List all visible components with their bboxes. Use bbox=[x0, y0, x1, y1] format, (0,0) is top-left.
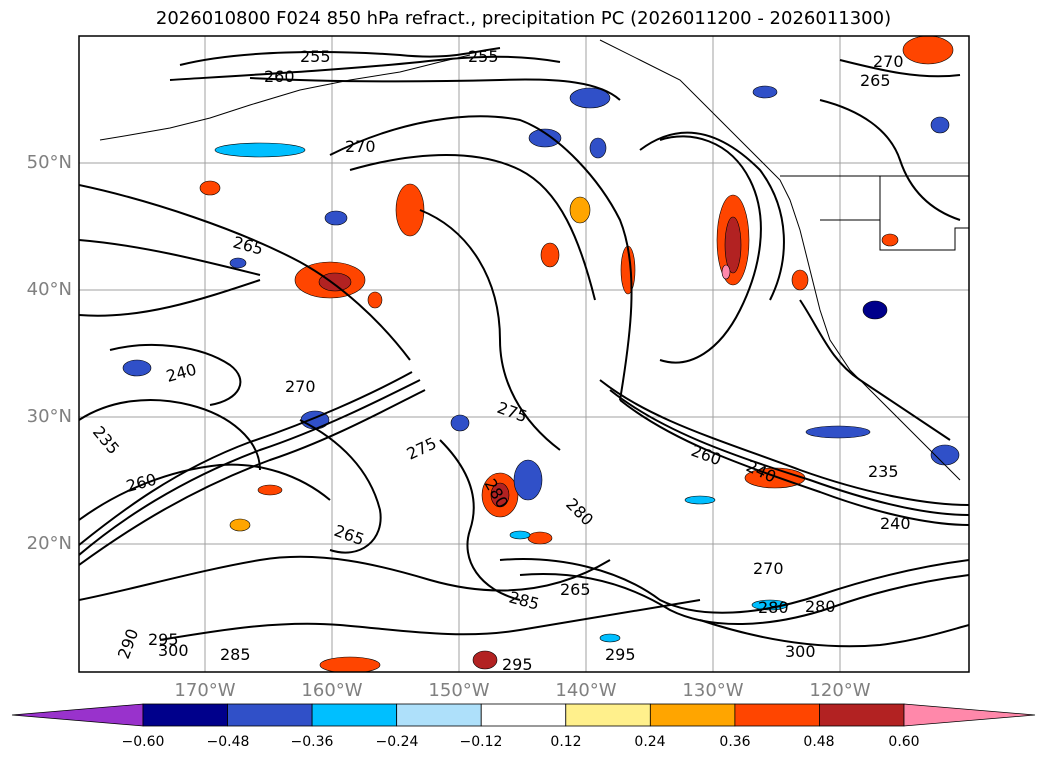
lat-label-50: 50°N bbox=[26, 152, 72, 173]
colorbar-tick: 0.36 bbox=[719, 734, 751, 750]
lon-label-150w: 150°W bbox=[428, 680, 490, 701]
map-panel: 255 255 260 270 265 270 265 270 240 235 … bbox=[78, 35, 970, 674]
colorbar-cell bbox=[819, 703, 905, 727]
lat-label-20: 20°N bbox=[26, 533, 72, 554]
contour-label: 280 bbox=[805, 597, 836, 616]
contour-label: 295 bbox=[148, 630, 179, 649]
colorbar-tick: −0.12 bbox=[459, 734, 503, 750]
contour-label: 275 bbox=[404, 433, 440, 463]
lat-label-30: 30°N bbox=[26, 406, 72, 427]
contour-label: 235 bbox=[868, 462, 899, 481]
contour-label: 260 bbox=[124, 470, 158, 496]
contour-label: 280 bbox=[562, 494, 597, 529]
contour-label: 285 bbox=[507, 588, 541, 614]
map-frame bbox=[78, 35, 970, 673]
contour-label: 300 bbox=[158, 641, 189, 660]
colorbar-cell bbox=[649, 703, 736, 727]
contour-label: 295 bbox=[605, 645, 636, 664]
colorbar-tick: −0.48 bbox=[206, 734, 250, 750]
colorbar-cell bbox=[396, 703, 482, 727]
contour-label: 270 bbox=[753, 559, 784, 578]
contour-label: 270 bbox=[285, 377, 316, 396]
contour-label: 300 bbox=[785, 642, 816, 661]
colorbar-tick: 0.48 bbox=[803, 734, 835, 750]
lon-label-130w: 130°W bbox=[682, 680, 744, 701]
contour-labels: 255 255 260 270 265 270 265 270 240 235 … bbox=[89, 47, 911, 674]
contour-label: 280 bbox=[758, 598, 789, 617]
lon-label-120w: 120°W bbox=[809, 680, 871, 701]
coastlines bbox=[99, 39, 969, 481]
colorbar-cell bbox=[565, 703, 651, 727]
refractivity-contours bbox=[79, 47, 969, 648]
colorbar-cell bbox=[142, 703, 228, 727]
contour-label: 255 bbox=[468, 47, 499, 66]
contour-label: 265 bbox=[560, 580, 591, 599]
lon-label-170w: 170°W bbox=[174, 680, 236, 701]
colorbar-tick: −0.60 bbox=[121, 734, 165, 750]
lon-label-160w: 160°W bbox=[301, 680, 363, 701]
contour-label: 275 bbox=[495, 398, 530, 426]
graticule bbox=[79, 36, 969, 672]
colorbar-tick: −0.36 bbox=[290, 734, 334, 750]
precip-patches bbox=[122, 36, 960, 672]
colorbar-tick: −0.24 bbox=[375, 734, 419, 750]
colorbar-cell bbox=[311, 703, 398, 727]
colorbar-tick: 0.12 bbox=[550, 734, 582, 750]
contour-label: 240 bbox=[164, 360, 198, 386]
contour-label: 265 bbox=[332, 521, 367, 549]
contour-label: 295 bbox=[502, 655, 533, 674]
colorbar-cell bbox=[734, 703, 820, 727]
colorbar-extend-high bbox=[903, 703, 1036, 727]
contour-label: 290 bbox=[114, 626, 142, 661]
contour-label: 265 bbox=[860, 71, 891, 90]
colorbar-tick: 0.60 bbox=[888, 734, 920, 750]
colorbar-cell bbox=[227, 703, 313, 727]
contour-label: 260 bbox=[264, 67, 295, 86]
map-title: 2026010800 F024 850 hPa refract., precip… bbox=[155, 8, 892, 29]
contour-label: 255 bbox=[300, 47, 331, 66]
contour-label: 235 bbox=[89, 422, 123, 458]
colorbar-tick: 0.24 bbox=[634, 734, 666, 750]
contour-label: 285 bbox=[220, 645, 251, 664]
colorbar-cell bbox=[480, 703, 567, 727]
contour-label: 265 bbox=[231, 233, 265, 259]
contour-label: 240 bbox=[880, 514, 911, 533]
contour-label: 260 bbox=[689, 441, 724, 469]
lat-label-40: 40°N bbox=[26, 279, 72, 300]
contour-label: 270 bbox=[345, 137, 376, 156]
lon-label-140w: 140°W bbox=[555, 680, 617, 701]
colorbar-extend-low bbox=[11, 703, 144, 727]
colorbar bbox=[11, 703, 1036, 727]
contour-label: 270 bbox=[873, 52, 904, 71]
